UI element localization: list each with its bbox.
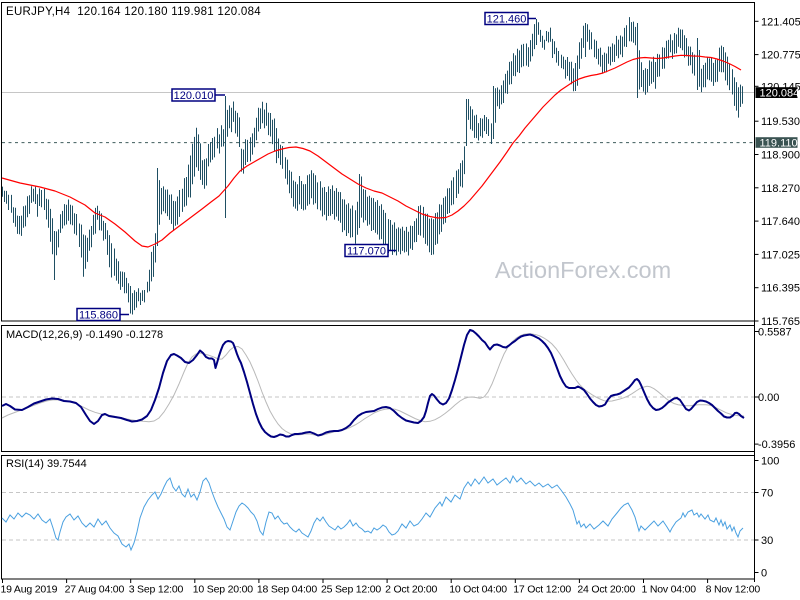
svg-text:10 Sep 20:00: 10 Sep 20:00 [193, 584, 253, 596]
svg-text:1 Nov 04:00: 1 Nov 04:00 [642, 584, 697, 596]
svg-text:115.860: 115.860 [79, 310, 118, 322]
svg-text:120.775: 120.775 [761, 50, 800, 62]
svg-text:118.900: 118.900 [761, 150, 800, 162]
svg-text:MACD(12,26,9) -0.1490 -0.1278: MACD(12,26,9) -0.1490 -0.1278 [6, 329, 163, 341]
svg-text:-0.3956: -0.3956 [758, 439, 795, 451]
svg-text:ActionForex.com: ActionForex.com [495, 257, 671, 283]
svg-text:25 Sep 12:00: 25 Sep 12:00 [321, 584, 381, 596]
svg-text:RSI(14) 39.7544: RSI(14) 39.7544 [6, 458, 87, 470]
svg-text:EURJPY,H4 120.164 120.180 119: EURJPY,H4 120.164 120.180 119.981 120.08… [6, 6, 261, 18]
svg-text:118.270: 118.270 [761, 183, 800, 195]
svg-text:116.395: 116.395 [761, 283, 800, 295]
svg-text:0.00: 0.00 [758, 392, 779, 404]
svg-text:117.025: 117.025 [761, 249, 800, 261]
svg-text:24 Oct 20:00: 24 Oct 20:00 [577, 584, 635, 596]
svg-text:121.460: 121.460 [487, 14, 527, 26]
svg-text:120.010: 120.010 [174, 90, 214, 102]
svg-text:10 Oct 04:00: 10 Oct 04:00 [449, 584, 507, 596]
svg-text:19 Aug 2019: 19 Aug 2019 [1, 584, 58, 596]
svg-text:30: 30 [761, 535, 773, 547]
svg-text:2 Oct 20:00: 2 Oct 20:00 [385, 584, 437, 596]
svg-text:3 Sep 12:00: 3 Sep 12:00 [129, 584, 184, 596]
svg-text:117.640: 117.640 [761, 216, 800, 228]
svg-text:119.530: 119.530 [761, 116, 800, 128]
svg-text:115.765: 115.765 [761, 316, 800, 328]
svg-text:120.084: 120.084 [760, 87, 800, 99]
svg-text:117.070: 117.070 [347, 246, 386, 258]
svg-text:18 Sep 04:00: 18 Sep 04:00 [257, 584, 317, 596]
svg-text:17 Oct 12:00: 17 Oct 12:00 [513, 584, 571, 596]
svg-text:27 Aug 04:00: 27 Aug 04:00 [65, 584, 125, 596]
svg-text:0: 0 [761, 568, 767, 580]
svg-text:119.110: 119.110 [760, 137, 798, 149]
svg-text:0.5587: 0.5587 [758, 327, 792, 339]
svg-text:8 Nov 12:00: 8 Nov 12:00 [706, 584, 761, 596]
svg-text:121.405: 121.405 [761, 16, 800, 28]
svg-text:100: 100 [761, 456, 779, 468]
svg-text:70: 70 [761, 488, 773, 500]
